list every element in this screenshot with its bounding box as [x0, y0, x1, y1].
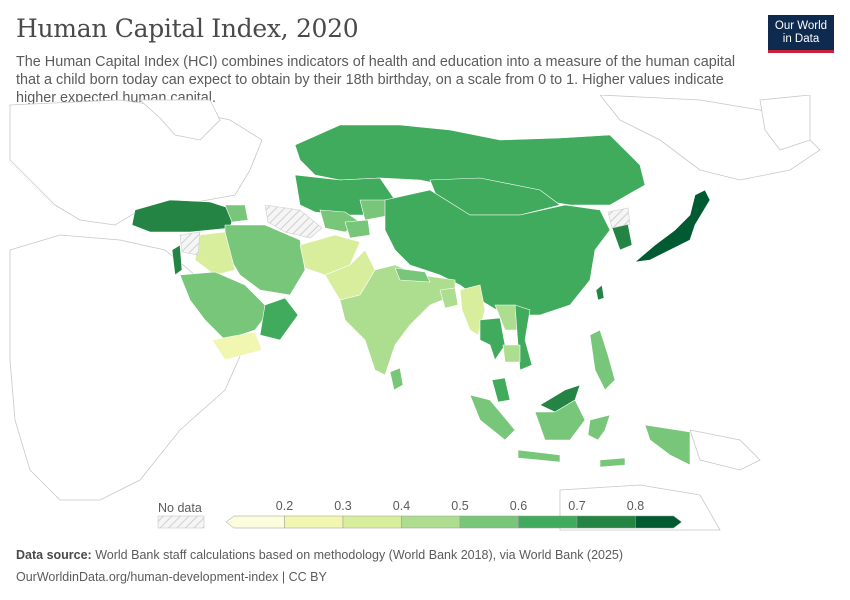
region-north-korea [607, 207, 631, 229]
footer-source-text: World Bank staff calculations based on m… [95, 548, 624, 562]
region-south-korea [611, 223, 633, 251]
legend-bin [635, 515, 682, 529]
data-countries [131, 124, 711, 468]
region-iraq [194, 231, 236, 276]
region-sumatra [469, 394, 516, 441]
region-saudi-arabia [179, 271, 271, 341]
legend-bin [459, 515, 519, 529]
region-japan [634, 189, 711, 263]
region-turkmenistan [264, 204, 323, 239]
legend: No data 0.2 0.3 0.4 0.5 0.6 0.7 0.8 [157, 499, 682, 529]
region-yemen [211, 331, 263, 361]
legend-tick-label: 0.3 [334, 499, 351, 513]
region-sulawesi [587, 414, 611, 441]
region-timor [599, 457, 626, 468]
legend-bin [576, 515, 636, 529]
owid-logo[interactable]: Our World in Data [768, 15, 834, 53]
chart-title: Human Capital Index, 2020 [16, 14, 359, 43]
chart-subtitle: The Human Capital Index (HCI) combines i… [16, 54, 736, 106]
papua-outline [689, 429, 761, 471]
legend-tick-labels: 0.2 0.3 0.4 0.5 0.6 0.7 0.8 [276, 499, 644, 513]
region-borneo-malaysia [539, 384, 581, 413]
legend-bin [225, 515, 285, 529]
region-cambodia [502, 344, 521, 363]
region-bangladesh [439, 287, 459, 309]
legend-tick-label: 0.7 [568, 499, 585, 513]
logo-line-1: Our World [774, 20, 828, 32]
region-syria [179, 231, 201, 256]
region-nepal [394, 267, 431, 283]
footer-url[interactable]: OurWorldinData.org/human-development-ind… [16, 570, 327, 584]
legend-no-data-swatch [157, 515, 205, 529]
footer-source: Data source: World Bank staff calculatio… [16, 548, 623, 562]
legend-tick-label: 0.2 [276, 499, 293, 513]
region-malaysia-peninsula [491, 377, 511, 403]
legend-tick-label: 0.8 [627, 499, 644, 513]
region-caucasus [224, 204, 249, 223]
region-borneo-indonesia [534, 399, 586, 441]
legend-bin [342, 515, 402, 529]
legend-bin [401, 515, 461, 529]
region-taiwan [595, 284, 605, 301]
legend-bin [518, 515, 578, 529]
region-levant [171, 244, 183, 276]
region-sri-lanka [389, 367, 404, 391]
choropleth-map[interactable]: No data 0.2 0.3 0.4 0.5 0.6 0.7 0.8 [0, 95, 850, 540]
region-myanmar [459, 284, 486, 336]
legend-tick-label: 0.4 [393, 499, 410, 513]
legend-bin [284, 515, 344, 529]
background-land [9, 95, 821, 531]
region-java [517, 449, 561, 463]
logo-line-2: in Data [782, 33, 820, 45]
footer-source-label: Data source: [16, 548, 92, 562]
legend-no-data-label: No data [158, 501, 202, 515]
region-oman [259, 297, 299, 341]
alaska-outline [759, 95, 811, 151]
region-china [384, 189, 611, 316]
region-tajikistan [344, 219, 371, 239]
legend-tick-label: 0.6 [510, 499, 527, 513]
region-india [339, 264, 456, 376]
africa-outline [9, 234, 246, 501]
scandinavia-outline [138, 99, 221, 141]
legend-tick-label: 0.5 [451, 499, 468, 513]
region-thailand [479, 317, 506, 361]
region-new-guinea-indonesia [644, 424, 691, 466]
legend-color-bins [225, 515, 682, 529]
region-philippines [589, 329, 616, 391]
